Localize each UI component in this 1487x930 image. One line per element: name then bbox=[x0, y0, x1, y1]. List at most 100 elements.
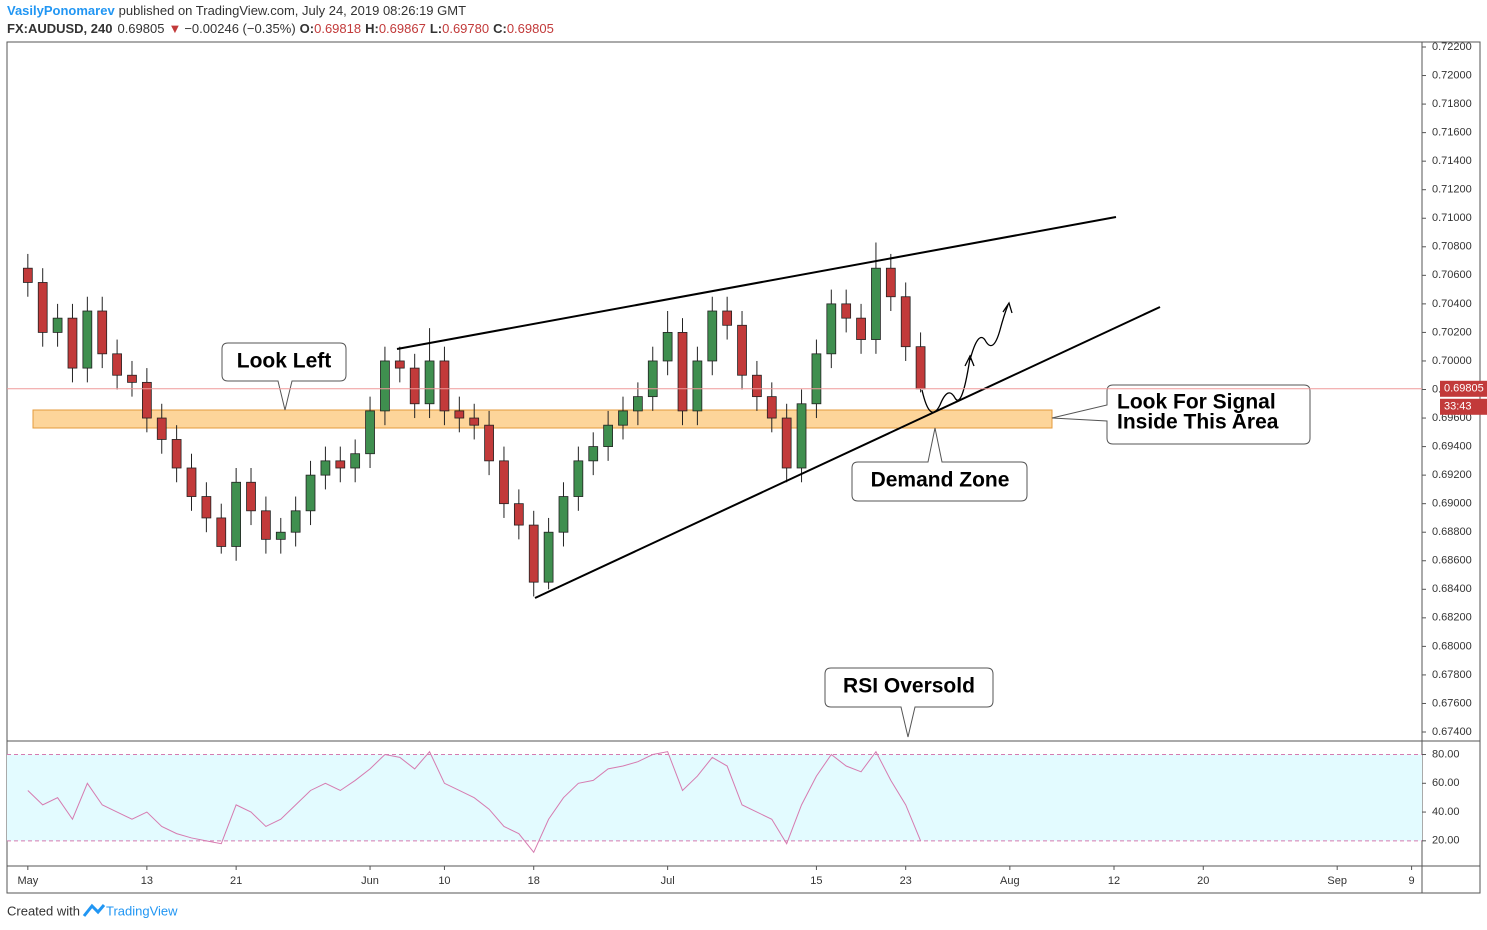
candle-body bbox=[454, 410, 465, 419]
y-tick-label: 0.68400 bbox=[1432, 583, 1472, 595]
y-tick-label: 20.00 bbox=[1432, 835, 1460, 847]
y-tick-label: 0.69000 bbox=[1432, 498, 1472, 510]
candle-body bbox=[469, 417, 480, 426]
y-tick-label: 0.72200 bbox=[1432, 41, 1472, 53]
candle-body bbox=[796, 403, 807, 469]
header-line-2: FX:AUDUSD, 240 0.69805 ▼ −0.00246 (−0.35%) O… bbox=[7, 21, 554, 36]
signal-label: Look For Signal bbox=[1117, 391, 1276, 414]
candle-body bbox=[335, 460, 346, 469]
candle-body bbox=[856, 317, 866, 340]
candle-body bbox=[365, 410, 375, 455]
rsi-band bbox=[7, 754, 1422, 841]
y-tick-label: 0.71200 bbox=[1432, 184, 1472, 196]
candle-body bbox=[394, 360, 405, 369]
candle-body bbox=[603, 424, 613, 447]
h: 0.69867 bbox=[379, 21, 426, 36]
candle-body bbox=[633, 396, 643, 412]
candle-body bbox=[305, 474, 316, 512]
candle-body bbox=[52, 317, 63, 333]
y-tick-label: 0.71000 bbox=[1432, 212, 1472, 224]
candle-body bbox=[156, 417, 167, 440]
y-tick-label: 0.70600 bbox=[1432, 269, 1472, 281]
candle-body bbox=[707, 310, 718, 362]
candle-body bbox=[231, 481, 242, 547]
candles bbox=[22, 242, 926, 597]
brand-logo bbox=[82, 903, 106, 917]
look-left-label: Look Left bbox=[237, 350, 332, 373]
y-tick-label: 0.68800 bbox=[1432, 526, 1472, 538]
x-tick-label: Sep bbox=[1327, 875, 1347, 887]
x-tick-label: 18 bbox=[528, 875, 540, 887]
candle-body bbox=[841, 303, 852, 319]
candle-body bbox=[677, 332, 688, 412]
x-tick-label: 20 bbox=[1197, 875, 1209, 887]
candle-body bbox=[320, 460, 331, 476]
candle-body bbox=[261, 510, 271, 540]
candle-body bbox=[439, 360, 450, 412]
candle-body bbox=[499, 460, 509, 505]
y-tick-label: 0.70200 bbox=[1432, 326, 1472, 338]
candle-body bbox=[246, 481, 256, 512]
candle-body bbox=[171, 439, 182, 469]
candle-body bbox=[811, 353, 822, 405]
demand-zone bbox=[32, 409, 1053, 429]
callout bbox=[221, 342, 347, 411]
y-tick-label: 0.68000 bbox=[1432, 640, 1472, 652]
candle-body bbox=[380, 360, 390, 412]
rsi-line bbox=[27, 750, 922, 854]
y-tick-label: 0.68200 bbox=[1432, 612, 1472, 624]
candle-body bbox=[752, 374, 762, 398]
candle-body bbox=[766, 396, 777, 419]
y-tick-label: 0.72000 bbox=[1432, 69, 1472, 81]
candle-body bbox=[588, 446, 599, 462]
c-label: C: bbox=[493, 21, 507, 36]
upper-trend-line bbox=[396, 216, 1117, 350]
x-tick-label: Aug bbox=[1000, 875, 1020, 887]
y-tick-label: 0.68600 bbox=[1432, 555, 1472, 567]
candle-body bbox=[216, 517, 227, 547]
x-tick-label: 10 bbox=[438, 875, 450, 887]
y-tick-label: 0.67600 bbox=[1432, 697, 1472, 709]
candle-body bbox=[692, 360, 703, 412]
candle-body bbox=[871, 267, 881, 340]
candle-body bbox=[528, 524, 539, 583]
candle-body bbox=[350, 453, 361, 469]
l: 0.69780 bbox=[442, 21, 489, 36]
c: 0.69805 bbox=[507, 21, 554, 36]
published: published on TradingView.com, July 24, 2… bbox=[119, 3, 466, 18]
author[interactable]: VasilyPonomarev bbox=[7, 3, 115, 18]
last: 0.69805 bbox=[117, 21, 164, 36]
y-tick-label: 40.00 bbox=[1432, 806, 1460, 818]
footer-created: Created with bbox=[7, 903, 80, 918]
candle-body bbox=[722, 310, 733, 326]
candle-body bbox=[484, 424, 494, 462]
y-tick-label: 0.67400 bbox=[1432, 726, 1472, 738]
rsi-oversold-label: RSI Oversold bbox=[843, 675, 975, 698]
candle-body bbox=[112, 353, 122, 376]
candle-body bbox=[409, 367, 420, 405]
candle-body bbox=[424, 360, 435, 405]
candle-body bbox=[37, 282, 48, 333]
candle-body bbox=[915, 346, 926, 390]
candle-body bbox=[186, 467, 197, 497]
x-tick-label: 9 bbox=[1409, 875, 1415, 887]
y-tick-label: 0.70400 bbox=[1432, 298, 1472, 310]
o: 0.69818 bbox=[314, 21, 361, 36]
change: −0.00246 (−0.35%) bbox=[184, 21, 295, 36]
frame bbox=[6, 41, 1481, 894]
y-tick-label: 0.70800 bbox=[1432, 241, 1472, 253]
candle-body bbox=[67, 317, 78, 369]
arrow: ▼ bbox=[168, 21, 181, 36]
footer-brand[interactable]: TradingView bbox=[106, 903, 178, 918]
candle-body bbox=[662, 332, 673, 362]
candle-body bbox=[900, 296, 911, 348]
last-price-label: 0.69805 bbox=[1444, 383, 1484, 395]
x-tick-label: 21 bbox=[230, 875, 242, 887]
demand-zone-label: Demand Zone bbox=[871, 469, 1010, 492]
signal-label: Inside This Area bbox=[1117, 411, 1279, 434]
y-tick-label: 0.67800 bbox=[1432, 669, 1472, 681]
x-tick-label: May bbox=[17, 875, 38, 887]
candle-body bbox=[97, 310, 108, 355]
lower-trend-line bbox=[534, 306, 1161, 599]
